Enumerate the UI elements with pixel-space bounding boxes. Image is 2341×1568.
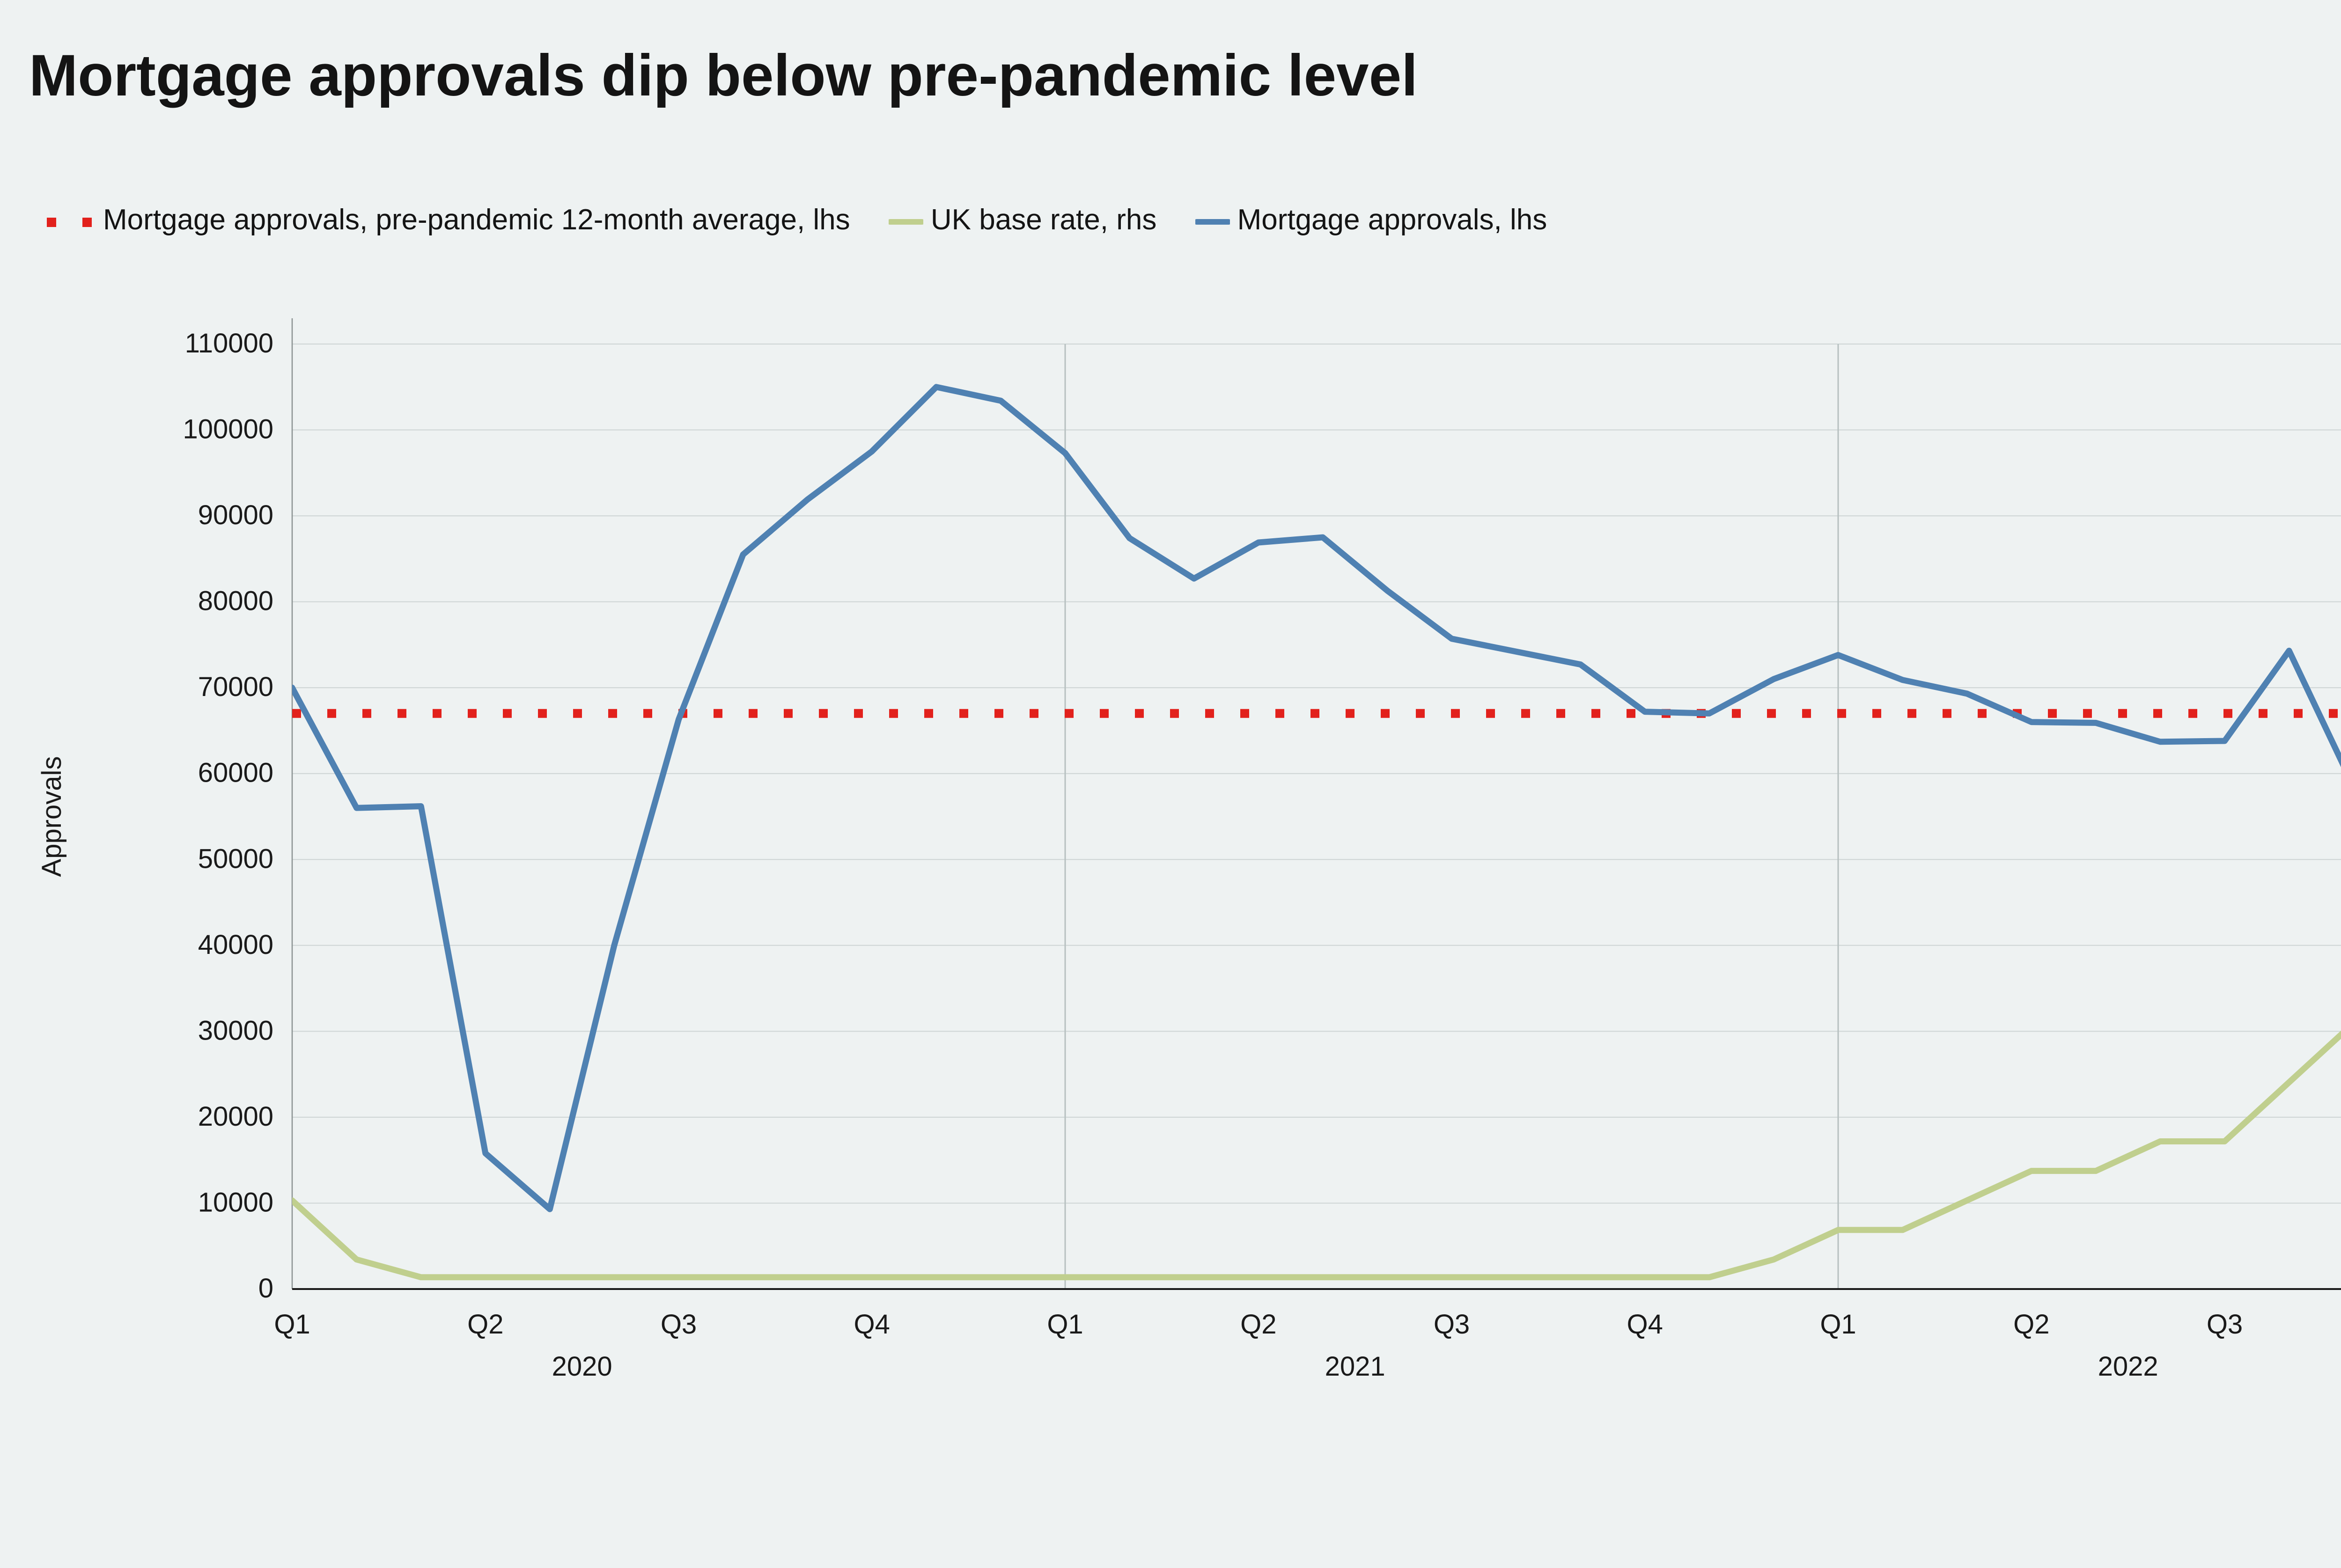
svg-text:Q4: Q4: [854, 1309, 890, 1340]
svg-text:Q1: Q1: [274, 1309, 310, 1340]
svg-text:60000: 60000: [198, 758, 273, 788]
svg-text:Q2: Q2: [1240, 1309, 1276, 1340]
svg-text:50000: 50000: [198, 843, 273, 874]
svg-text:10000: 10000: [198, 1187, 273, 1218]
svg-text:2022: 2022: [2098, 1351, 2158, 1382]
svg-text:0: 0: [258, 1273, 273, 1304]
svg-text:30000: 30000: [198, 1015, 273, 1046]
svg-text:Q2: Q2: [2013, 1309, 2049, 1340]
svg-text:2021: 2021: [1325, 1351, 1385, 1382]
svg-text:Q1: Q1: [1820, 1309, 1856, 1340]
svg-text:Q1: Q1: [1047, 1309, 1083, 1340]
svg-text:Q2: Q2: [467, 1309, 503, 1340]
svg-text:20000: 20000: [198, 1101, 273, 1132]
svg-text:Approvals: Approvals: [37, 756, 67, 877]
svg-text:Q4: Q4: [1627, 1309, 1663, 1340]
svg-text:40000: 40000: [198, 930, 273, 960]
svg-text:Q3: Q3: [2207, 1309, 2243, 1340]
svg-text:90000: 90000: [198, 500, 273, 530]
svg-text:Q3: Q3: [1434, 1309, 1470, 1340]
svg-text:Q3: Q3: [661, 1309, 697, 1340]
svg-text:110000: 110000: [185, 328, 273, 359]
svg-text:80000: 80000: [198, 586, 273, 616]
svg-text:100000: 100000: [183, 414, 273, 445]
svg-text:2020: 2020: [552, 1351, 612, 1382]
svg-text:70000: 70000: [198, 672, 273, 702]
